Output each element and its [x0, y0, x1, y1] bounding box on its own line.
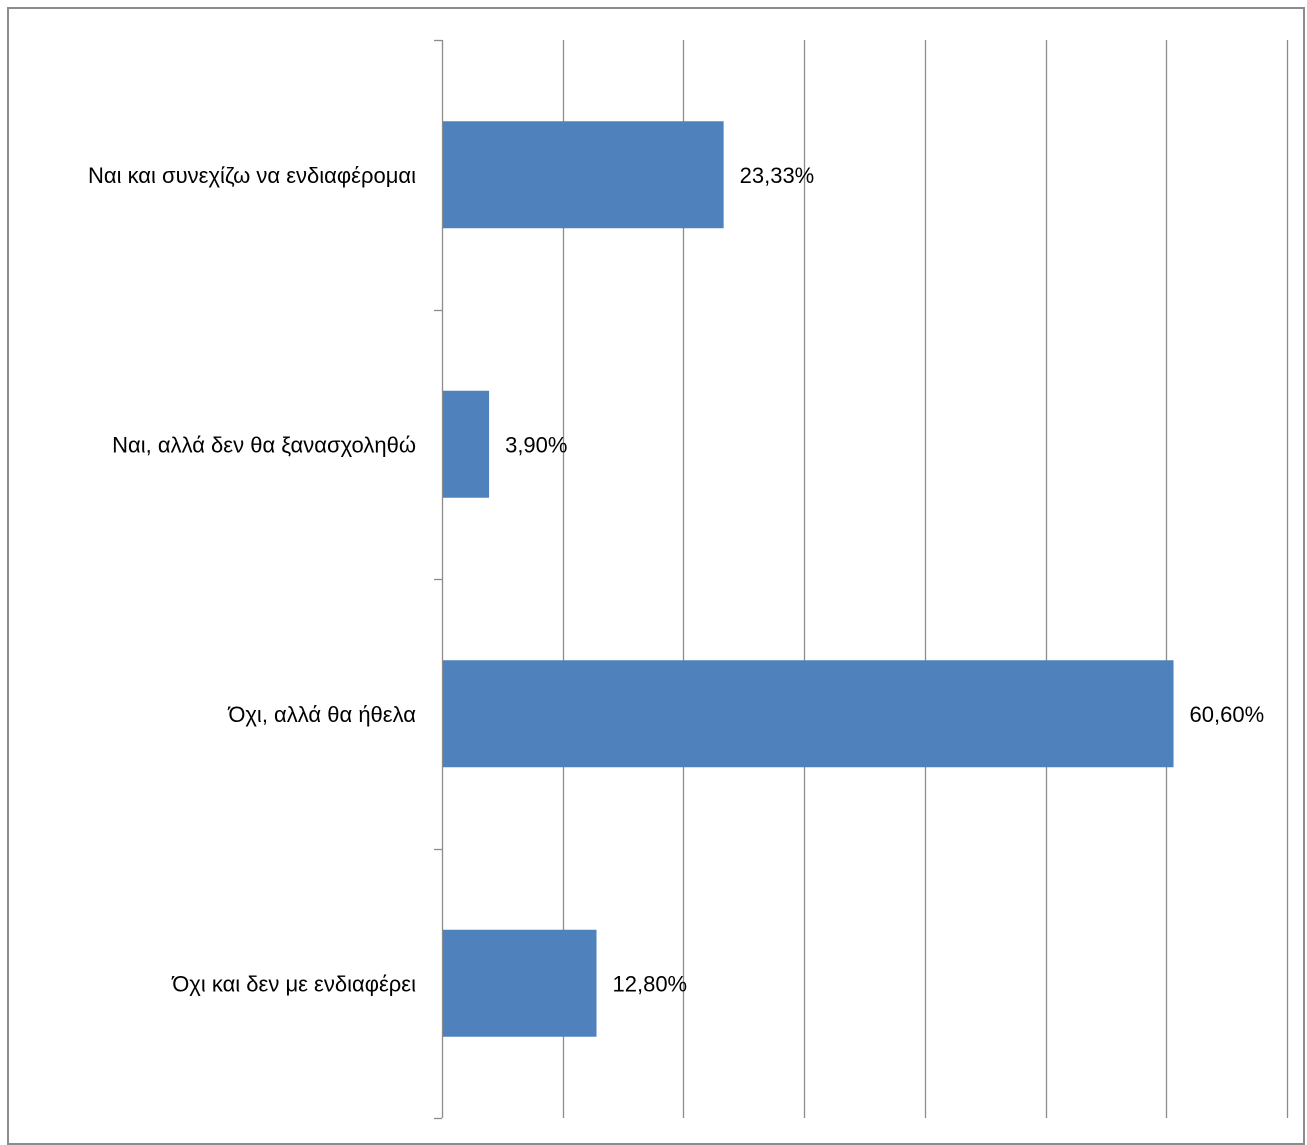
- data-label: 3,90%: [505, 432, 567, 457]
- bar: [443, 391, 489, 498]
- bar: [443, 660, 1174, 767]
- labels: Ναι και συνεχίζω να ενδιαφέρομαι 23,33% Να…: [88, 163, 1264, 997]
- category-label: Ναι και συνεχίζω να ενδιαφέρομαι: [88, 163, 416, 188]
- data-label: 12,80%: [613, 971, 688, 996]
- category-label: Ναι, αλλά δεν θα ξανασχοληθώ: [112, 432, 416, 457]
- data-label: 60,60%: [1190, 702, 1265, 727]
- category-label: Όχι, αλλά θα ήθελα: [227, 702, 416, 727]
- category-label: Όχι και δεν με ενδιαφέρει: [171, 971, 416, 996]
- bar: [443, 121, 724, 228]
- bar: [443, 930, 597, 1037]
- bars: [443, 121, 1174, 1037]
- data-label: 23,33%: [740, 163, 815, 188]
- category-axis: [434, 40, 443, 1119]
